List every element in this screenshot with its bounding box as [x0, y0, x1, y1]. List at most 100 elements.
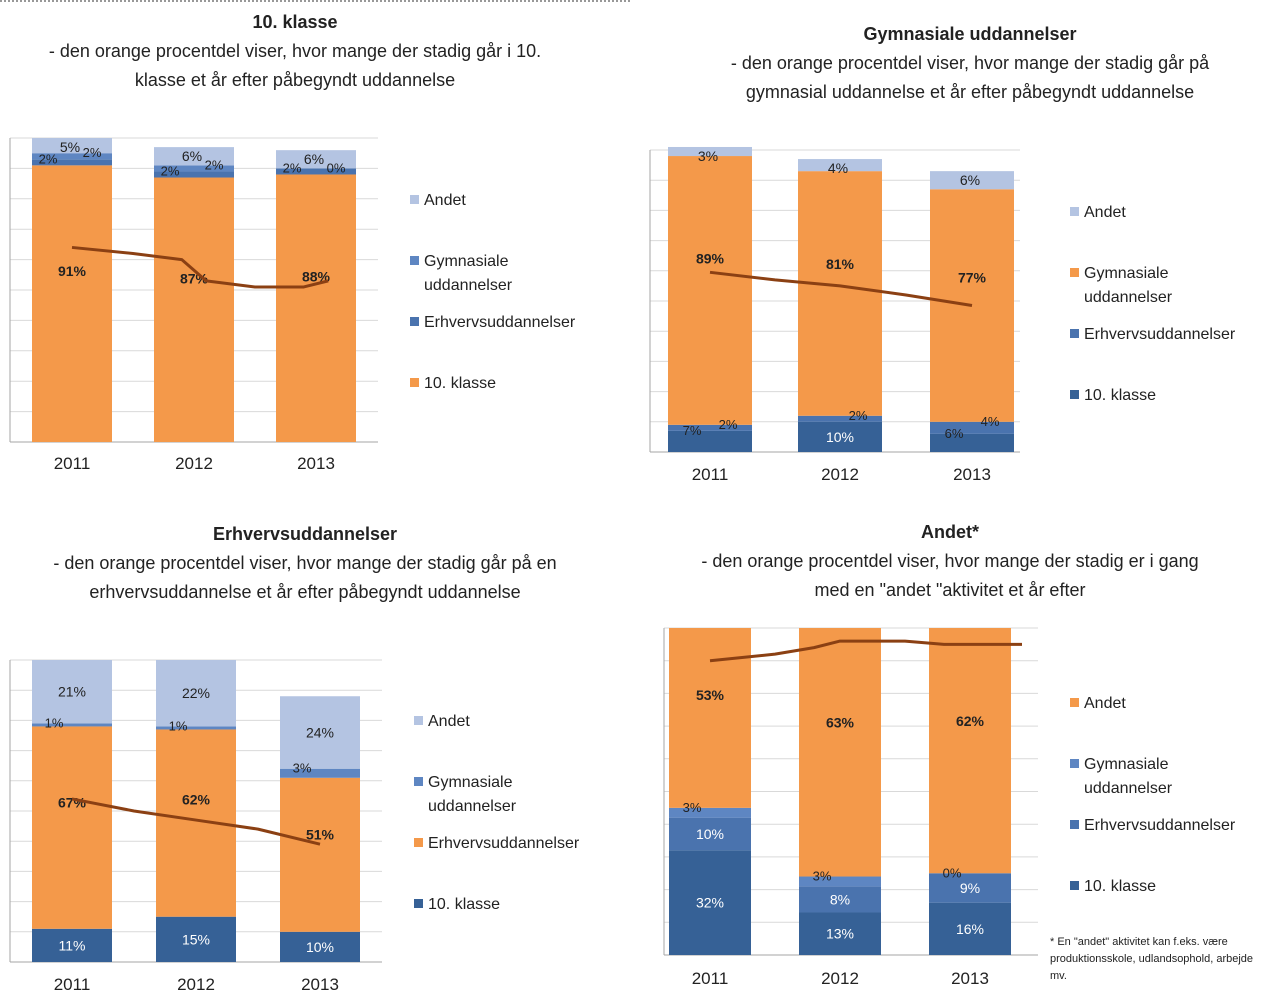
legend-label: Erhvervsuddannelser: [424, 314, 576, 331]
data-label: 10%: [826, 429, 854, 445]
chart-4: 32% 10% 3% 53% 13% 8% 3% 63% 16% 9%0% 62% 2011 2012 2…: [663, 627, 1236, 988]
legend-swatch: [1070, 698, 1079, 707]
legend-swatch: [1070, 881, 1079, 890]
trend-line: [709, 639, 1022, 663]
data-label: 24%: [306, 724, 334, 740]
chart-1-subtitle: - den orange procentdel viser, hvor mang…: [48, 41, 542, 90]
bar-segment: [32, 138, 112, 154]
bar-segment: [668, 146, 752, 157]
bar-segment: [668, 430, 752, 452]
bar-segment: [930, 171, 1014, 190]
data-label: 2%: [719, 417, 738, 432]
x-tick-label: 2012: [821, 465, 859, 484]
legend-label: Erhvervsuddannelser: [1084, 817, 1236, 834]
bar-segment: [798, 159, 882, 172]
data-label: 88%: [302, 268, 331, 284]
bar-segment: [930, 433, 1014, 452]
x-tick-label: 2012: [175, 454, 213, 473]
legend-swatch: [1070, 207, 1079, 216]
data-label: 0%: [327, 160, 346, 175]
chart-4-footnote: * En "andet" aktivitet kan f.eks. være p…: [1050, 936, 1254, 982]
legend-label: 10. klasse: [1084, 878, 1156, 895]
legend-swatch: [414, 899, 423, 908]
bar-segment: [799, 876, 881, 887]
x-tick-label: 2011: [54, 454, 91, 473]
data-label: 13%: [826, 926, 854, 942]
bar-segment: [280, 768, 360, 778]
data-label: 2%: [205, 157, 224, 172]
bar-segment: [799, 886, 881, 913]
data-label: 91%: [58, 263, 87, 279]
data-label: 62%: [956, 713, 985, 729]
bar-segment: [280, 777, 360, 932]
data-label: 6%: [960, 172, 980, 188]
legend-label: Erhvervsuddannelser: [428, 835, 580, 852]
data-label: 8%: [830, 891, 850, 907]
legend-swatch: [1070, 390, 1079, 399]
bar-segment: [154, 171, 234, 178]
data-label: 53%: [696, 687, 725, 703]
x-tick-label: 2013: [953, 465, 991, 484]
bar-segment: [154, 165, 234, 172]
chart-1: 91%2% 2%5%87%2% 2%6%88%2% 0%6%2011 2012 2013A…: [9, 137, 576, 473]
legend-swatch: [414, 838, 423, 847]
legend-label: Andet: [428, 713, 470, 730]
cropped-top-text: [0, 0, 630, 5]
data-label: 21%: [58, 684, 86, 700]
bar-segment: [280, 931, 360, 962]
data-label: 2%: [39, 151, 58, 166]
x-tick-label: 2011: [692, 969, 729, 988]
legend-label: Gymnasiale uddannelser: [424, 253, 513, 294]
legend-label: 10. klasse: [1084, 387, 1156, 404]
legend-label: Gymnasiale uddannelser: [1084, 756, 1173, 797]
legend-label: Erhvervsuddannelser: [1084, 326, 1236, 343]
x-tick-label: 2013: [951, 969, 989, 988]
data-label: 10%: [306, 939, 334, 955]
chart-3-subtitle: - den orange procentdel viser, hvor mang…: [53, 553, 557, 602]
trend-line: [709, 270, 973, 308]
bar-segment: [929, 902, 1011, 955]
data-label: 77%: [958, 269, 987, 285]
x-tick-label: 2013: [301, 975, 339, 994]
data-label: 15%: [182, 931, 210, 947]
chart-4-subtitle: - den orange procentdel viser, hvor mang…: [701, 551, 1199, 600]
bar-segment: [32, 723, 112, 727]
legend-swatch: [410, 317, 419, 326]
bar-segment: [669, 817, 751, 851]
chart-1-title-block: 10. klasse - den orange procentdel viser…: [40, 8, 550, 95]
legend-label: Andet: [1084, 695, 1126, 712]
data-label: 3%: [683, 800, 702, 815]
legend-label: Andet: [424, 192, 466, 209]
bar-segment: [799, 628, 881, 877]
bar-segment: [32, 159, 112, 166]
chart-2: 7% 2% 89% 3% 10% 2% 81% 4% 6% 4% 77% 6% 2011 2012 2013…: [649, 146, 1236, 484]
chart-2-title: Gymnasiale uddannelser: [863, 24, 1077, 44]
bar-segment: [798, 421, 882, 452]
bar-segment: [32, 165, 112, 443]
legend-label: Andet: [1084, 204, 1126, 221]
data-label: 67%: [58, 794, 87, 810]
data-label: 11%: [59, 937, 86, 953]
legend-swatch: [1070, 329, 1079, 338]
legend-label: Gymnasiale uddannelser: [1084, 265, 1173, 306]
legend-swatch: [410, 256, 419, 265]
data-label: 22%: [182, 685, 210, 701]
legend-label: 10. klasse: [428, 896, 500, 913]
data-label: 81%: [826, 256, 855, 272]
data-label: 9%: [960, 880, 980, 896]
bar-segment: [798, 415, 882, 422]
chart-3-title-block: Erhvervsuddannelser - den orange procent…: [40, 520, 570, 607]
legend-swatch: [414, 777, 423, 786]
bar-segment: [668, 424, 752, 431]
trend-line: [71, 245, 329, 289]
bar-segment: [798, 171, 882, 416]
bar-segment: [930, 421, 1014, 434]
legend-swatch: [410, 378, 419, 387]
legend-swatch: [414, 716, 423, 725]
data-label: 51%: [306, 826, 335, 842]
data-label: 3%: [698, 148, 718, 164]
bar-segment: [156, 660, 236, 727]
legend-swatch: [1070, 759, 1079, 768]
bar-segment: [929, 873, 1011, 903]
